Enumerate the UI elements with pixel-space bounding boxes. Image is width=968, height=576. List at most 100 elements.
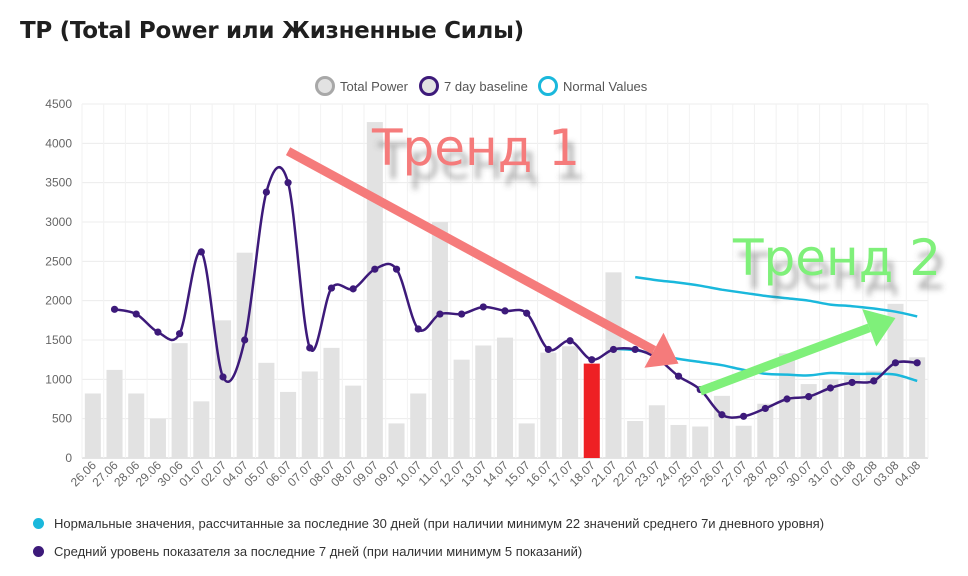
y-tick-label: 4000 bbox=[45, 136, 72, 150]
legend-label: Total Power bbox=[340, 79, 409, 94]
baseline-line bbox=[114, 166, 918, 419]
trend-2-label: Тренд 2 bbox=[732, 229, 941, 287]
baseline-point bbox=[761, 404, 769, 413]
bar bbox=[496, 337, 514, 458]
trend-1-arrow-shaft bbox=[285, 147, 657, 355]
normal-values-dot-icon bbox=[33, 518, 44, 529]
baseline-point bbox=[241, 336, 249, 344]
bar bbox=[431, 222, 448, 458]
bar bbox=[627, 421, 644, 458]
trend-1-label: Тренд 1 bbox=[371, 119, 580, 177]
y-tick-label: 4500 bbox=[45, 97, 72, 111]
baseline-point bbox=[132, 310, 140, 318]
bar bbox=[214, 320, 232, 458]
bar bbox=[453, 359, 470, 458]
bar bbox=[909, 357, 926, 458]
bar bbox=[84, 393, 101, 458]
bar bbox=[713, 395, 730, 458]
baseline-point bbox=[501, 307, 509, 315]
y-tick-label: 1500 bbox=[45, 333, 72, 347]
bar bbox=[475, 345, 492, 458]
bar bbox=[236, 252, 253, 458]
baseline-point bbox=[219, 373, 227, 381]
y-tick-label: 0 bbox=[65, 451, 72, 465]
baseline-point bbox=[544, 345, 552, 354]
trend-2-shadow: Тренд 2 bbox=[738, 243, 947, 301]
bar bbox=[388, 423, 405, 458]
baseline-point bbox=[826, 384, 834, 392]
baseline-point bbox=[609, 345, 618, 354]
bar bbox=[800, 384, 817, 458]
bar bbox=[887, 303, 904, 458]
footnote-baseline: Средний уровень показателя за последние … bbox=[33, 544, 582, 559]
baseline-point bbox=[870, 377, 878, 385]
trend-1-shadow: Тренд 1 bbox=[377, 133, 586, 191]
legend-marker-icon bbox=[538, 76, 558, 96]
page-title: TP (Total Power или Жизненные Силы) bbox=[20, 18, 524, 44]
baseline-point bbox=[566, 337, 574, 345]
baseline-point bbox=[913, 359, 921, 367]
baseline-point bbox=[805, 393, 813, 401]
baseline-point bbox=[783, 395, 791, 403]
bar bbox=[605, 272, 622, 458]
baseline-point bbox=[176, 330, 184, 338]
y-tick-label: 2500 bbox=[45, 254, 72, 268]
baseline-point bbox=[479, 303, 487, 311]
bar bbox=[822, 379, 839, 458]
legend-label: 7 day baseline bbox=[444, 79, 528, 94]
baseline-point bbox=[110, 305, 119, 313]
bar bbox=[345, 385, 362, 458]
bar bbox=[301, 371, 318, 458]
bar bbox=[171, 343, 188, 458]
baseline-point bbox=[414, 325, 422, 333]
baseline-point bbox=[523, 309, 531, 317]
y-tick-label: 1000 bbox=[45, 372, 72, 386]
baseline-point bbox=[262, 188, 270, 196]
baseline-point bbox=[154, 328, 162, 336]
trend-1-arrowhead bbox=[644, 332, 679, 368]
bar bbox=[778, 353, 796, 458]
baseline-point bbox=[848, 378, 856, 387]
footnote-baseline-text: Средний уровень показателя за последние … bbox=[54, 544, 583, 559]
trend-2-arrowhead bbox=[862, 309, 896, 347]
baseline-point bbox=[740, 412, 748, 420]
baseline-point bbox=[371, 265, 379, 273]
normal-values-upper-line bbox=[635, 275, 918, 318]
bar bbox=[128, 393, 145, 458]
baseline-point bbox=[588, 356, 596, 364]
bar bbox=[562, 346, 579, 458]
bar bbox=[692, 426, 709, 458]
trend-2-arrow-shaft bbox=[698, 323, 871, 396]
y-tick-label: 500 bbox=[52, 412, 72, 426]
baseline-point bbox=[284, 179, 292, 187]
bar bbox=[865, 370, 882, 458]
baseline-point bbox=[718, 411, 726, 419]
bar bbox=[518, 423, 535, 458]
bar bbox=[193, 401, 210, 458]
bar bbox=[410, 393, 427, 458]
baseline-point bbox=[436, 310, 444, 318]
baseline-point bbox=[306, 344, 314, 352]
bar bbox=[106, 369, 123, 458]
baseline-dot-icon bbox=[33, 546, 44, 557]
y-tick-label: 2000 bbox=[45, 294, 72, 308]
bar bbox=[844, 375, 861, 458]
baseline-point bbox=[458, 310, 466, 318]
tp-chart: 05001000150020002500300035004000450026.0… bbox=[45, 76, 947, 489]
bar bbox=[149, 418, 166, 458]
legend-label: Normal Values bbox=[563, 79, 648, 94]
baseline-point bbox=[674, 372, 683, 380]
bar bbox=[366, 122, 383, 459]
y-tick-label: 3000 bbox=[45, 215, 72, 229]
baseline-point bbox=[392, 265, 401, 273]
legend-marker-icon bbox=[315, 76, 335, 96]
bar bbox=[583, 363, 600, 458]
baseline-point bbox=[631, 345, 639, 354]
bar bbox=[280, 391, 297, 458]
bar bbox=[258, 362, 275, 458]
baseline-point bbox=[327, 284, 336, 292]
bar bbox=[648, 405, 665, 458]
baseline-point bbox=[349, 285, 357, 293]
bar bbox=[757, 403, 774, 458]
footnote-normal-values-text: Нормальные значения, рассчитанные за пос… bbox=[54, 516, 825, 531]
